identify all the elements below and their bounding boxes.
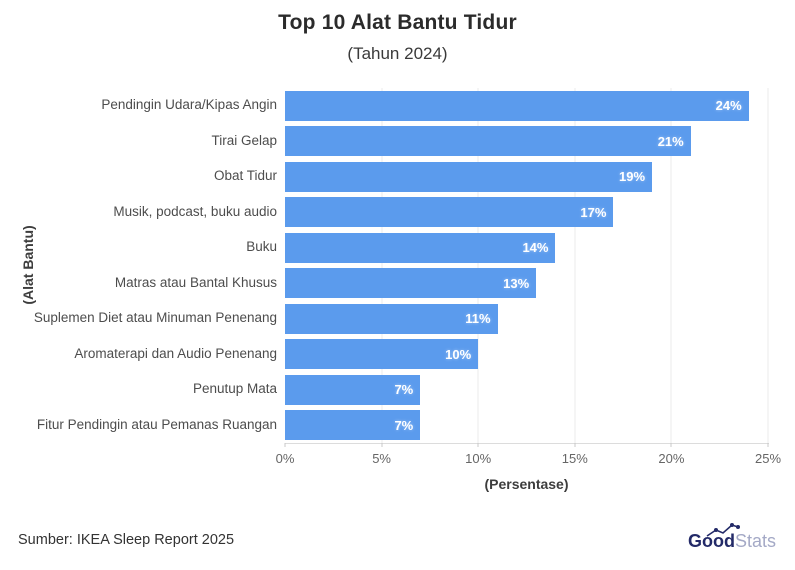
goodstats-logo: GoodStats [687,523,776,552]
x-tick-label: 0% [275,451,295,466]
value-label: 7% [394,382,414,398]
value-label: 14% [522,240,549,256]
value-label: 13% [503,275,530,291]
bar-row: Aromaterapi dan Audio Penenang 10% [0,337,768,373]
category-label: Tirai Gelap [211,132,277,148]
bar-zone: 21% [285,126,768,157]
bar-zone: 11% [285,303,768,334]
chart-title: Top 10 Alat Bantu Tidur [278,11,517,34]
source-text: Sumber: IKEA Sleep Report 2025 [18,532,235,548]
category-label: Buku [246,239,277,255]
value-label: 10% [445,346,472,362]
bar-row: Penutup Mata 7% [0,372,768,408]
bar: 11% [285,303,498,334]
category-label: Penutup Mata [192,381,277,397]
bar: 17% [285,197,614,228]
bar: 19% [285,161,653,192]
logo-stats-text: Stats [734,531,776,551]
x-tick-mark [381,443,383,447]
bar-zone: 7% [285,410,768,441]
x-tick-label: 20% [658,451,685,466]
gridline [381,88,383,443]
bar: 13% [285,268,537,299]
bar-zone: 14% [285,232,768,263]
gridline [670,88,672,443]
category-label: Fitur Pendingin atau Pemanas Ruangan [36,416,277,432]
bar-row: Matras atau Bantal Khusus 13% [0,266,768,302]
logo-good-text: Good [687,531,735,551]
x-tick-mark [477,443,479,447]
category-label: Obat Tidur [213,168,277,184]
x-ticks: 0% 5% 10% 15% 20% 25% [276,443,781,469]
bar: 7% [285,410,421,441]
bar-row: Tirai Gelap 21% [0,124,768,160]
x-tick-mark [670,443,672,447]
bar-row: Suplemen Diet atau Minuman Penenang 11% [0,301,768,337]
bar-zone: 17% [285,197,768,228]
bar: 24% [285,90,749,121]
gridline [767,88,769,443]
bar-zone: 13% [285,268,768,299]
value-label: 24% [715,98,742,114]
x-tick-label: 25% [754,451,782,466]
sparkline-icon [706,523,740,537]
chart-subtitle: (Tahun 2024) [347,44,448,63]
x-tick-mark [574,443,576,447]
category-label: Suplemen Diet atau Minuman Penenang [33,310,277,326]
x-tick-mark [284,443,286,447]
bar-row: Musik, podcast, buku audio 17% [0,195,768,231]
x-axis-line [285,443,769,444]
gridline [574,88,576,443]
x-tick-mark [767,443,769,447]
value-label: 19% [619,169,646,185]
bar-zone: 7% [285,374,768,405]
category-label: Matras atau Bantal Khusus [114,274,277,290]
x-tick-label: 10% [465,451,492,466]
x-tick-label: 5% [372,451,391,466]
bar: 21% [285,126,691,157]
value-label: 11% [465,311,491,327]
bar-zone: 10% [285,339,768,370]
gridline [477,88,479,443]
value-label: 21% [657,133,684,149]
x-axis-label: (Persentase) [484,476,569,492]
category-label: Pendingin Udara/Kipas Angin [101,97,277,113]
bar-row: Buku 14% [0,230,768,266]
value-label: 17% [580,204,607,220]
category-label: Musik, podcast, buku audio [113,203,277,219]
bar-row: Obat Tidur 19% [0,159,768,195]
bar-zone: 19% [285,161,768,192]
bar: 7% [285,374,421,405]
value-label: 7% [394,417,414,433]
category-label: Aromaterapi dan Audio Penenang [74,345,277,361]
bar-row: Pendingin Udara/Kipas Angin 24% [0,88,768,124]
x-tick-label: 15% [561,451,588,466]
gridlines [285,88,769,443]
bar-row: Fitur Pendingin atau Pemanas Ruangan 7% [0,408,768,444]
bar-zone: 24% [285,90,768,121]
bar: 14% [285,232,556,263]
bar: 10% [285,339,479,370]
bar-rows: Pendingin Udara/Kipas Angin 24% Tirai Gela… [0,88,768,443]
